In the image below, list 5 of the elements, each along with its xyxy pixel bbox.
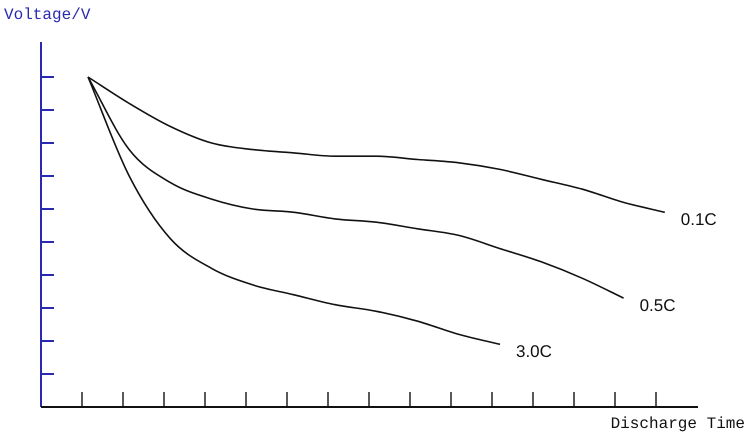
y-axis-title: Voltage/V [4, 6, 90, 24]
x-axis-title: Discharge Time [610, 415, 745, 433]
series-label: 0.1C [680, 210, 717, 229]
series-label: 3.0C [516, 342, 552, 361]
series-label: 0.5C [640, 296, 676, 315]
